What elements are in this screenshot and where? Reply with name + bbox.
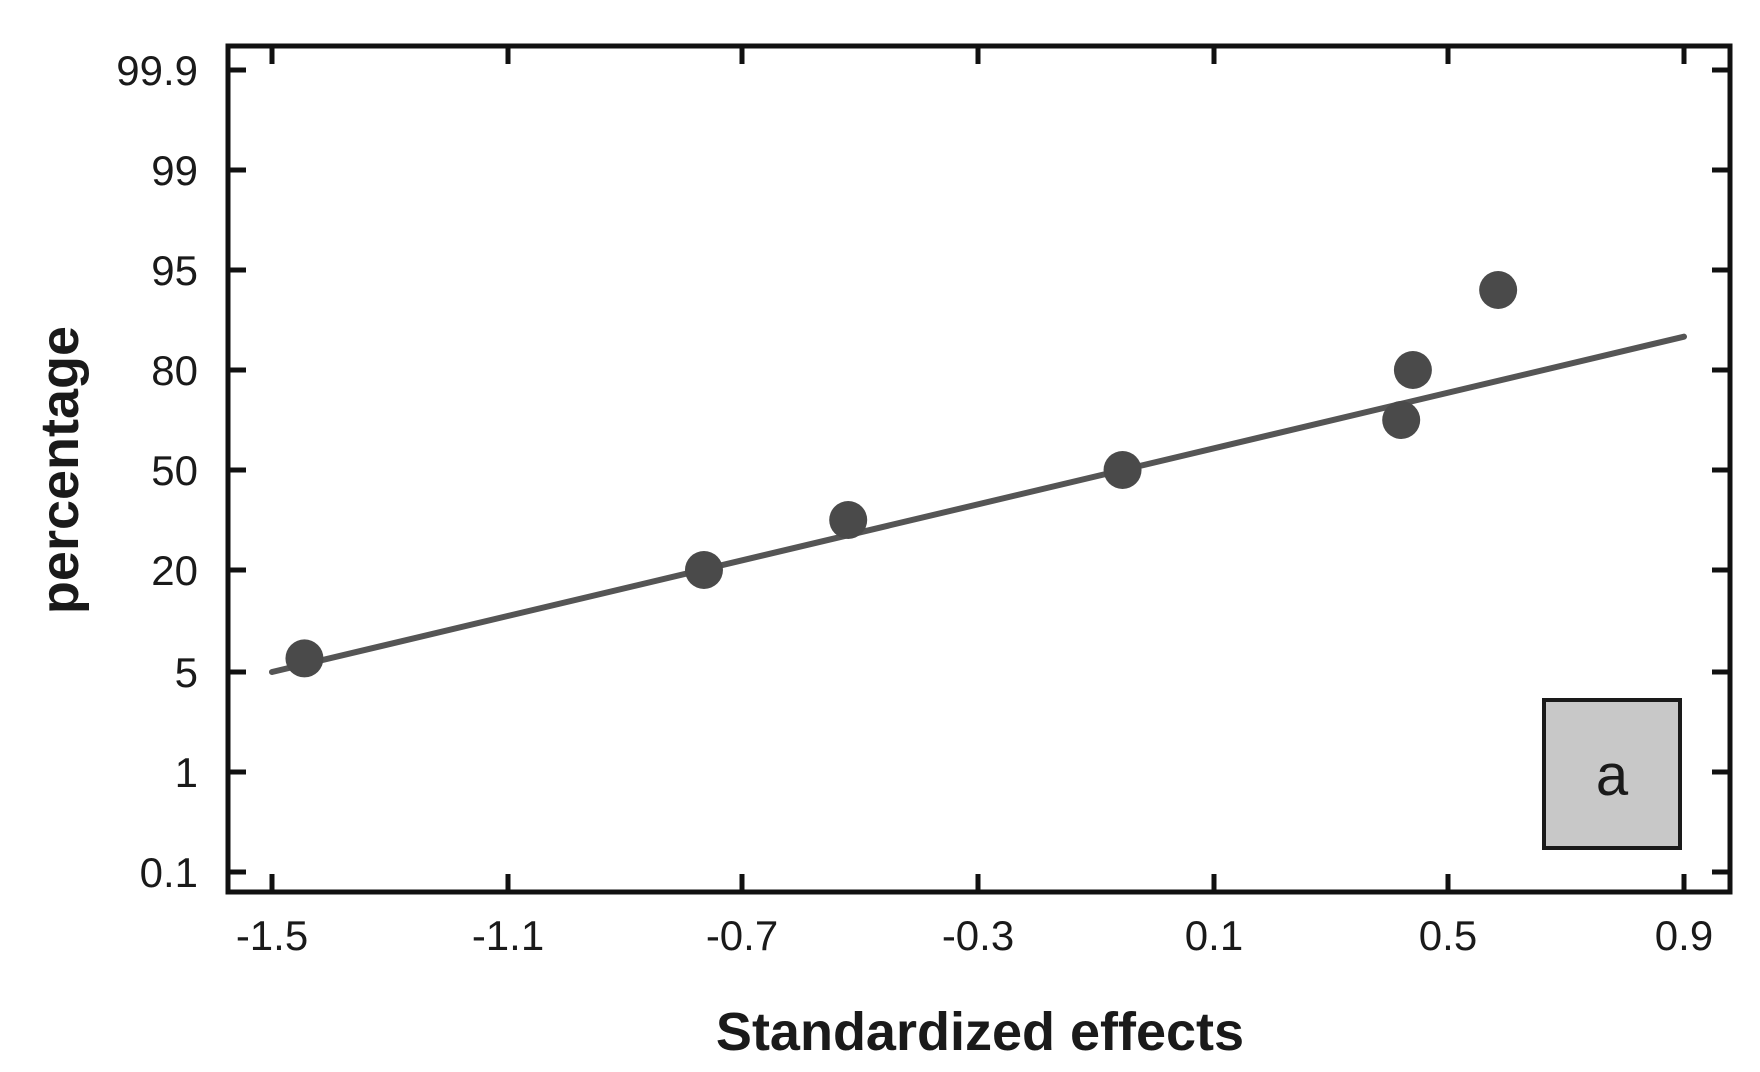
data-point [1479,271,1518,309]
x-tick-label: -0.7 [706,912,778,959]
panel-label-text: a [1596,743,1629,808]
fit-line [269,333,1687,675]
y-tick-label: 99.9 [116,47,198,94]
x-axis-title: Standardized effects [716,1002,1244,1062]
x-tick-labels: -1.5 -1.1 -0.7 -0.3 0.1 0.5 0.9 [236,912,1713,959]
panel-label-box [1542,698,1682,850]
data-point [1393,351,1432,389]
tick-marks [228,46,1730,892]
y-axis-title: percentage [30,326,90,614]
plot-frame [225,43,1733,895]
data-point [1103,451,1142,489]
data-point [684,551,723,589]
y-tick-labels: 0.1 1 5 20 50 80 95 99 99.9 [116,47,198,896]
x-tick-label: 0.5 [1419,912,1477,959]
data-point [1382,401,1421,439]
x-tick-label: 0.9 [1655,912,1713,959]
x-tick-label: 0.1 [1185,912,1243,959]
panel-label: a [1542,698,1682,850]
y-tick-label: 20 [151,547,198,594]
y-tick-label: 0.1 [140,849,198,896]
y-tick-label: 1 [175,749,198,796]
y-tick-label: 80 [151,347,198,394]
data-point [285,639,324,678]
x-tick-label: -1.1 [472,912,544,959]
y-tick-label: 5 [175,649,198,696]
data-points [285,271,1518,678]
y-tick-label: 95 [151,247,198,294]
y-tick-label: 50 [151,447,198,494]
x-tick-label: -1.5 [236,912,308,959]
y-tick-label: 99 [151,147,198,194]
x-tick-label: -0.3 [942,912,1014,959]
data-point [829,501,868,539]
